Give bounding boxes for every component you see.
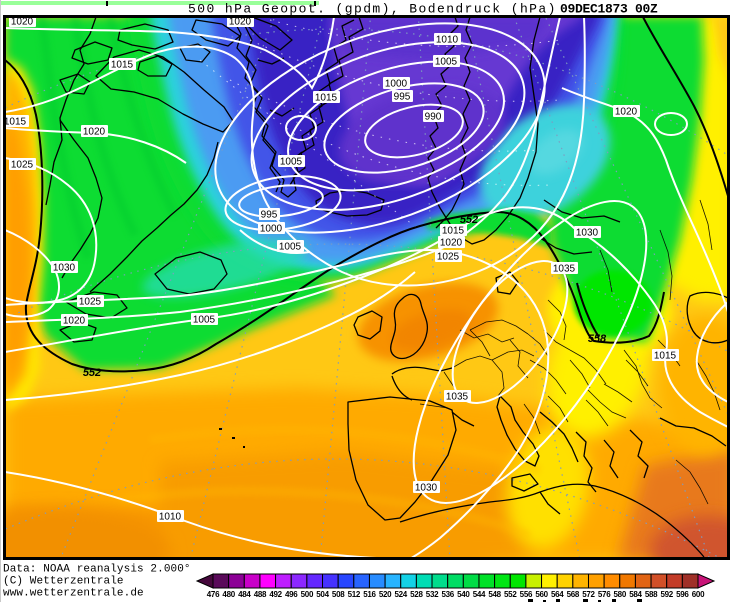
svg-text:600: 600 xyxy=(692,590,705,599)
svg-text:484: 484 xyxy=(238,590,251,599)
svg-text:1010: 1010 xyxy=(159,512,182,523)
svg-text:1015: 1015 xyxy=(4,117,27,128)
svg-text:500: 500 xyxy=(301,590,314,599)
svg-text:504: 504 xyxy=(316,590,329,599)
svg-text:584: 584 xyxy=(629,590,642,599)
svg-text:536: 536 xyxy=(441,590,454,599)
svg-text:1005: 1005 xyxy=(280,157,303,168)
svg-text:580: 580 xyxy=(614,590,627,599)
svg-text:09DEC1873 00Z: 09DEC1873 00Z xyxy=(560,2,658,17)
svg-text:552: 552 xyxy=(504,590,517,599)
svg-text:524: 524 xyxy=(395,590,408,599)
svg-text:1025: 1025 xyxy=(79,297,102,308)
svg-text:1015: 1015 xyxy=(654,351,677,362)
svg-text:544: 544 xyxy=(473,590,486,599)
svg-text:480: 480 xyxy=(222,590,235,599)
svg-text:1020: 1020 xyxy=(229,17,252,28)
svg-text:552: 552 xyxy=(460,214,478,226)
svg-text:488: 488 xyxy=(254,590,267,599)
svg-text:1020: 1020 xyxy=(11,17,34,28)
svg-text:(C) Wetterzentrale: (C) Wetterzentrale xyxy=(3,576,124,588)
svg-text:www.wetterzentrale.de: www.wetterzentrale.de xyxy=(3,588,144,600)
svg-text:540: 540 xyxy=(457,590,470,599)
svg-text:1015: 1015 xyxy=(442,226,465,237)
svg-text:500 hPa Geopot. (gpdm), Bodend: 500 hPa Geopot. (gpdm), Bodendruck (hPa) xyxy=(188,2,557,17)
svg-text:1025: 1025 xyxy=(437,252,460,263)
svg-text:1000: 1000 xyxy=(260,224,283,235)
svg-text:1025: 1025 xyxy=(11,160,34,171)
svg-text:1015: 1015 xyxy=(315,93,338,104)
svg-text:1005: 1005 xyxy=(279,242,302,253)
svg-text:496: 496 xyxy=(285,590,298,599)
svg-text:1020: 1020 xyxy=(63,316,86,327)
svg-text:1020: 1020 xyxy=(440,238,463,249)
svg-text:Data: NOAA reanalysis 2.000°: Data: NOAA reanalysis 2.000° xyxy=(3,564,191,576)
svg-text:520: 520 xyxy=(379,590,392,599)
svg-text:1015: 1015 xyxy=(111,60,134,71)
svg-text:552: 552 xyxy=(83,367,101,379)
svg-text:560: 560 xyxy=(535,590,548,599)
svg-text:568: 568 xyxy=(567,590,580,599)
svg-text:592: 592 xyxy=(660,590,673,599)
svg-text:1035: 1035 xyxy=(553,264,576,275)
svg-text:1010: 1010 xyxy=(436,35,459,46)
svg-text:1030: 1030 xyxy=(576,228,599,239)
svg-text:588: 588 xyxy=(645,590,658,599)
svg-text:1030: 1030 xyxy=(415,483,438,494)
svg-text:1005: 1005 xyxy=(435,57,458,68)
svg-text:516: 516 xyxy=(363,590,376,599)
svg-text:1020: 1020 xyxy=(83,127,106,138)
svg-text:572: 572 xyxy=(582,590,595,599)
svg-text:1000: 1000 xyxy=(385,79,408,90)
svg-text:476: 476 xyxy=(207,590,220,599)
svg-text:1030: 1030 xyxy=(53,263,76,274)
svg-text:995: 995 xyxy=(394,92,411,103)
svg-text:564: 564 xyxy=(551,590,564,599)
svg-text:1020: 1020 xyxy=(615,107,638,118)
svg-text:528: 528 xyxy=(410,590,423,599)
svg-text:532: 532 xyxy=(426,590,439,599)
svg-text:556: 556 xyxy=(520,590,533,599)
svg-text:492: 492 xyxy=(269,590,282,599)
svg-text:1005: 1005 xyxy=(193,315,216,326)
svg-text:995: 995 xyxy=(261,210,278,221)
svg-text:508: 508 xyxy=(332,590,345,599)
svg-text:558: 558 xyxy=(588,333,607,345)
svg-text:596: 596 xyxy=(676,590,689,599)
svg-text:1035: 1035 xyxy=(446,392,469,403)
svg-text:576: 576 xyxy=(598,590,611,599)
svg-text:512: 512 xyxy=(348,590,361,599)
svg-text:548: 548 xyxy=(488,590,501,599)
svg-text:990: 990 xyxy=(425,112,442,123)
